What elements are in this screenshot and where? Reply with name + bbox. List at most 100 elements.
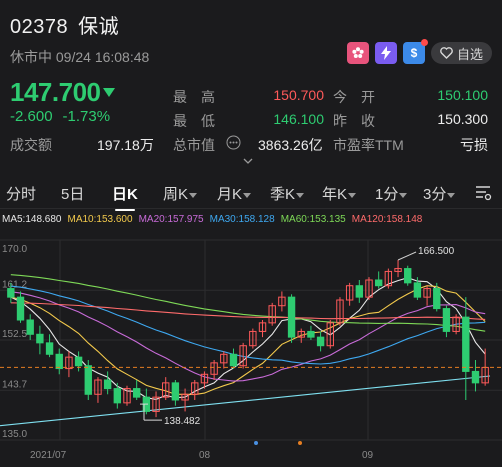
- usd-icon[interactable]: $: [402, 39, 428, 64]
- candle: [297, 328, 305, 343]
- low-annotation: 138.482: [164, 416, 201, 427]
- candle: [210, 360, 218, 380]
- candle: [229, 348, 238, 369]
- candle-body-down: [74, 356, 83, 367]
- candle-body-up: [191, 382, 199, 395]
- candle-body-down: [307, 330, 315, 338]
- candle-body-up: [452, 316, 460, 332]
- candle-body-down: [26, 319, 34, 335]
- candle-body-up: [94, 379, 102, 395]
- candle: [326, 320, 334, 349]
- ma-line-60: [10, 274, 486, 332]
- ma10-label: MA10:153.600: [67, 214, 133, 225]
- arrow-down-icon: [103, 87, 116, 97]
- candle: [452, 314, 460, 335]
- candle: [374, 271, 383, 289]
- price-change: -2.600 -1.73%: [10, 108, 110, 125]
- chart-settings-icon[interactable]: [474, 183, 492, 201]
- prev-close-value: 150.300: [437, 111, 488, 127]
- stock-title: 02378 保诚: [10, 10, 119, 39]
- candle: [413, 277, 422, 300]
- pe-label: 市盈率TTM: [333, 137, 404, 153]
- market-status: 休市中 09/24 16:08:48: [10, 49, 150, 65]
- open-value: 150.100: [437, 87, 488, 103]
- hk-icon[interactable]: [346, 42, 369, 64]
- candle-body-up: [345, 285, 354, 301]
- candle-body-up: [258, 322, 267, 332]
- candle: [394, 260, 402, 278]
- candle-body-up: [239, 345, 247, 367]
- candle: [181, 388, 189, 412]
- candle: [345, 282, 354, 306]
- candle-body-up: [162, 382, 170, 398]
- candle: [152, 391, 160, 418]
- candle: [433, 282, 441, 312]
- pe-value: 亏损: [460, 137, 488, 153]
- ma-line-20: [10, 291, 486, 382]
- annotation-leader: [397, 251, 417, 261]
- candle: [123, 385, 131, 406]
- candle-body-up: [210, 362, 218, 375]
- favorite-button[interactable]: 自选: [430, 42, 492, 64]
- candle-body-up: [181, 393, 189, 401]
- candle-body-down: [316, 336, 325, 347]
- tab-daily-k[interactable]: 日K: [112, 183, 138, 211]
- tab-3min[interactable]: 3分: [423, 183, 456, 204]
- candle-body-down: [433, 288, 441, 310]
- candle: [220, 351, 228, 369]
- stock-name: 保诚: [78, 16, 120, 38]
- chevron-down-icon[interactable]: [243, 152, 253, 164]
- high-annotation: 166.500: [418, 246, 455, 257]
- change-pct: -1.73%: [62, 108, 111, 125]
- candle: [162, 377, 170, 400]
- y-tick-label: 161.2: [2, 279, 27, 290]
- candle-body-up: [268, 305, 276, 324]
- candle: [94, 377, 102, 403]
- candle: [84, 360, 92, 400]
- candle: [7, 282, 15, 303]
- candle: [462, 297, 470, 400]
- candle: [404, 265, 412, 286]
- period-tabs: 分时 5日 日K 周K 月K 季K 年K 1分 3分: [0, 175, 502, 211]
- tab-monthly-k[interactable]: 月K: [217, 183, 252, 204]
- candle-body-down: [413, 282, 422, 298]
- candle-body-down: [55, 353, 63, 370]
- tab-yearly-k[interactable]: 年K: [322, 183, 357, 204]
- favorite-label: 自选: [456, 46, 483, 62]
- candle-body-up: [123, 388, 131, 404]
- ma-line-30: [10, 285, 486, 365]
- candle: [239, 342, 247, 369]
- tab-quarterly-k[interactable]: 季K: [270, 183, 305, 204]
- candle-body-down: [287, 296, 296, 338]
- exchange-icon[interactable]: [374, 42, 397, 64]
- candle-body-down: [171, 382, 180, 401]
- current-price: 147.700: [10, 77, 116, 108]
- more-icon[interactable]: [226, 135, 242, 151]
- candle: [200, 371, 209, 389]
- chart-overlay: 166.500 138.482: [0, 246, 502, 445]
- ma60-label: MA60:153.135: [280, 214, 346, 225]
- candles: [7, 260, 489, 418]
- candle: [278, 291, 286, 312]
- tab-weekly-k[interactable]: 周K: [163, 183, 198, 204]
- prev-close-label: 昨 收: [333, 113, 375, 129]
- candle-body-up: [297, 330, 305, 338]
- candle-body-up: [365, 279, 373, 298]
- candle-body-up: [336, 299, 344, 324]
- candle-body-up: [394, 268, 402, 272]
- tab-1min[interactable]: 1分: [375, 183, 408, 204]
- candle: [471, 360, 480, 392]
- volume-value: 197.18万: [97, 137, 154, 153]
- change-abs: -2.600: [10, 108, 53, 125]
- tab-5day[interactable]: 5日: [61, 186, 85, 203]
- candle-body-down: [7, 288, 15, 298]
- candle-body-up: [326, 322, 334, 347]
- candle-body-up: [384, 270, 393, 287]
- tab-intraday[interactable]: 分时: [6, 186, 37, 203]
- candle-body-down: [36, 333, 44, 344]
- x-tick-label: 08: [199, 450, 211, 461]
- candle-body-down: [113, 388, 122, 404]
- ma-line-120: [10, 302, 486, 320]
